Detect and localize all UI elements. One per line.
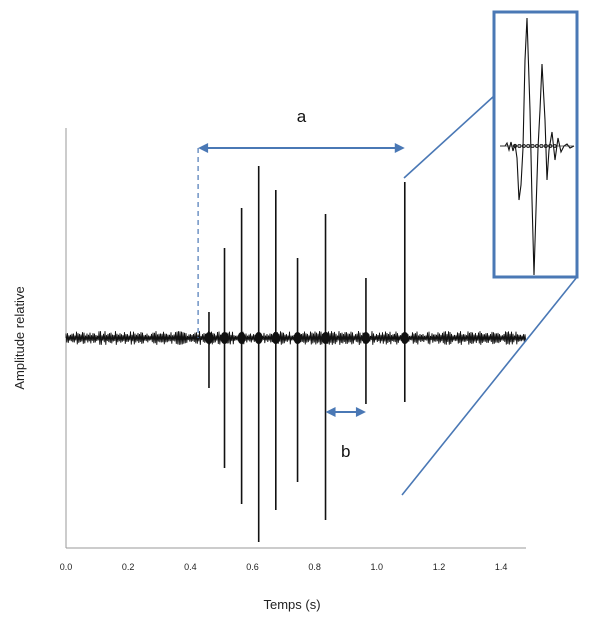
pulse-burst xyxy=(321,332,330,344)
inset-marker-dot xyxy=(526,143,531,148)
inset-marker-dot xyxy=(521,143,526,148)
interval-a-arrow-head-right xyxy=(394,143,405,153)
x-axis-title: Temps (s) xyxy=(263,597,320,612)
x-tick-label: 0.2 xyxy=(122,562,135,572)
inset-marker-dot xyxy=(539,143,544,148)
x-tick-label: 1.2 xyxy=(433,562,446,572)
pulse-burst xyxy=(361,332,370,344)
inset-marker-dot xyxy=(517,143,522,148)
inset-zoom xyxy=(401,10,579,496)
interval-a-arrow-head-left xyxy=(198,143,209,153)
interval-b-arrow-head-right xyxy=(355,407,366,417)
inset-waveform xyxy=(500,17,575,276)
x-tick-label: 0.8 xyxy=(308,562,321,572)
plot-area: 0.0 0.2 0.4 0.6 0.8 1.0 1.2 1.4 ab xyxy=(60,107,527,572)
inset-marker-dot xyxy=(543,143,548,148)
pulse-burst xyxy=(254,332,263,344)
y-axis-title: Amplitude relative xyxy=(12,286,27,389)
x-tick-label: 0.4 xyxy=(184,562,197,572)
pulse-burst xyxy=(220,332,229,344)
pulse-burst xyxy=(204,332,213,344)
annotations: ab xyxy=(197,107,405,461)
pulse-burst xyxy=(293,332,302,344)
inset-markers xyxy=(513,143,557,148)
x-tick-label: 1.0 xyxy=(371,562,384,572)
pulse-burst xyxy=(237,332,246,344)
inset-marker-dot xyxy=(548,143,553,148)
inset-marker-dot xyxy=(552,143,557,148)
inset-marker-dot xyxy=(530,143,535,148)
interval-a-label: a xyxy=(297,107,307,126)
interval-b-arrow-head-left xyxy=(325,407,336,417)
zoom-connector-bottom xyxy=(401,276,578,496)
x-tick-label: 0.6 xyxy=(246,562,259,572)
signal-waveform xyxy=(65,166,527,542)
x-tick-label: 1.4 xyxy=(495,562,508,572)
inset-marker-dot xyxy=(535,143,540,148)
interval-b-label: b xyxy=(341,442,350,461)
zoom-connector-top xyxy=(403,95,495,179)
x-tick-labels: 0.0 0.2 0.4 0.6 0.8 1.0 1.2 1.4 xyxy=(60,562,508,572)
pulse-burst xyxy=(400,332,409,344)
pulse-burst xyxy=(271,332,280,344)
inset-marker-dot xyxy=(513,143,518,148)
x-tick-label: 0.0 xyxy=(60,562,73,572)
